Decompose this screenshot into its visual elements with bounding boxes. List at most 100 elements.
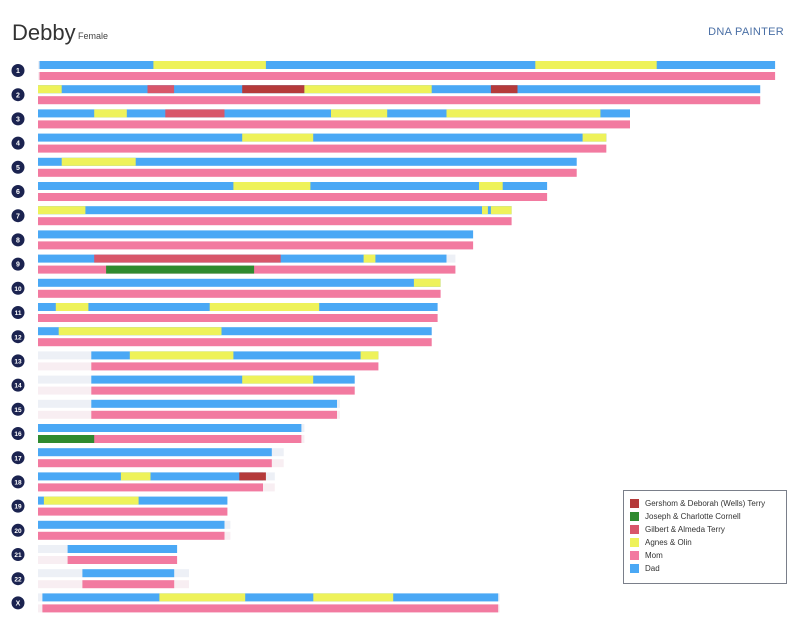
chromosome-14-label: 14 — [14, 383, 22, 390]
chromosome-18-dad-segment-1 — [120, 472, 151, 481]
chromosome-20-mom-bar — [38, 531, 225, 540]
chromosome-18-dad-segment-2 — [239, 472, 266, 481]
chromosome-8-dad-bar — [38, 230, 474, 239]
chromosome-4-badge — [11, 136, 25, 150]
chromosome-12-label: 12 — [14, 334, 22, 341]
chromosome-x-dad-bar — [42, 593, 499, 602]
chromosome-11-dad-segment-2 — [209, 303, 320, 311]
legend-item[interactable]: Gilbert & Almeda Terry — [630, 523, 786, 536]
chromosome-2-dad-segment-3 — [242, 85, 305, 94]
chromosome-2-dad-segment-1 — [38, 85, 62, 94]
chromosome-10-mom-bar — [38, 289, 441, 298]
chromosome-1-badge — [11, 64, 25, 77]
chromosome-18-mom-bar — [38, 483, 263, 492]
chromosome-9-dad-segment-1 — [94, 254, 281, 263]
chromosome-14-badge — [11, 378, 25, 392]
chromosome-2-label: 2 — [16, 92, 20, 99]
chromosome-14-dad-bar — [91, 375, 355, 384]
chromosome-21-badge — [11, 548, 25, 561]
chromosome-x-label: X — [16, 601, 21, 608]
chromosome-18-badge — [11, 475, 25, 489]
chromosome-9-dad-segment-2 — [363, 254, 376, 263]
chromosome-18-label: 18 — [14, 480, 22, 487]
chromosome-2-dad-segment-4 — [304, 85, 432, 94]
chromosome-3-dad-segment-1 — [94, 109, 127, 118]
chromosome-16-dad-bar — [38, 424, 302, 432]
chromosome-6-dad-segment-2 — [479, 182, 503, 190]
legend-swatch — [630, 564, 639, 573]
chromosome-5-badge — [11, 160, 25, 174]
chromosome-22-mom-bar — [82, 580, 175, 589]
chromosome-13-badge — [11, 354, 25, 368]
chromosome-12-dad-bar — [38, 327, 432, 336]
chromosome-11-badge — [11, 306, 25, 319]
chromosome-19-label: 19 — [14, 504, 22, 511]
chromosome-3-label: 3 — [16, 117, 20, 124]
chromosome-1-mom-bar — [39, 72, 776, 80]
chromosome-3-mom-bar — [38, 120, 630, 129]
chromosome-3-dad-segment-2 — [165, 109, 225, 118]
chromosome-21-dad-bar — [67, 545, 178, 553]
chromosome-13-label: 13 — [14, 359, 22, 366]
chromosome-20-label: 20 — [14, 528, 22, 535]
chromosome-2-badge — [11, 88, 25, 102]
chromosome-16-label: 16 — [14, 431, 22, 438]
chromosome-16-mom-segment-1 — [38, 435, 95, 443]
chromosome-8-label: 8 — [16, 238, 20, 245]
chromosome-7-dad-segment-1 — [38, 206, 86, 215]
legend-item[interactable]: Joseph & Charlotte Cornell — [630, 510, 786, 523]
chromosome-6-label: 6 — [16, 189, 20, 196]
chromosome-7-badge — [11, 209, 25, 223]
legend: Gershom & Deborah (Wells) Terry Joseph & … — [623, 490, 787, 584]
legend-item[interactable]: Mom — [630, 549, 786, 562]
chromosome-11-mom-bar — [38, 314, 438, 322]
chromosome-17-label: 17 — [14, 455, 22, 462]
chromosome-13-dad-segment-1 — [129, 351, 234, 360]
chromosome-13-dad-segment-2 — [360, 351, 379, 360]
chromosome-16-badge — [11, 427, 25, 440]
legend-label: Agnes & Olin — [645, 538, 692, 547]
profile-sex: Female — [78, 31, 109, 41]
header: Debby Female DNA PAINTER — [0, 0, 800, 50]
chromosome-10-badge — [11, 281, 25, 295]
chromosome-x-dad-segment-1 — [159, 593, 246, 602]
chromosome-4-dad-bar — [38, 133, 607, 142]
chromosome-7-dad-bar — [38, 206, 512, 215]
legend-label: Mom — [645, 551, 663, 560]
chromosome-22-badge — [11, 572, 25, 586]
chromosome-9-label: 9 — [16, 262, 20, 269]
legend-item[interactable]: Dad — [630, 562, 786, 575]
chromosome-5-dad-segment-1 — [61, 157, 136, 166]
chromosome-x-badge — [11, 596, 25, 610]
chromosome-10-label: 10 — [14, 286, 22, 293]
chromosome-12-dad-segment-1 — [58, 327, 222, 336]
chromosome-21-label: 21 — [14, 552, 22, 559]
chromosome-9-mom-segment-1 — [106, 265, 255, 274]
chromosome-21-mom-bar — [67, 556, 178, 564]
chromosome-19-badge — [11, 499, 25, 513]
chromosome-7-dad-segment-3 — [490, 206, 512, 215]
chromosome-22-label: 22 — [14, 576, 22, 583]
chromosome-11-dad-segment-1 — [55, 303, 89, 311]
chromosome-1-dad-segment-2 — [535, 61, 657, 69]
chromosome-7-mom-bar — [38, 217, 512, 226]
chromosome-15-badge — [11, 402, 25, 416]
chromosome-4-label: 4 — [16, 141, 20, 148]
chromosome-7-label: 7 — [16, 213, 20, 220]
legend-item[interactable]: Agnes & Olin — [630, 536, 786, 549]
chromosome-17-badge — [11, 451, 25, 465]
legend-swatch — [630, 551, 639, 560]
legend-swatch — [630, 512, 639, 521]
chromosome-10-dad-segment-1 — [413, 278, 441, 287]
brand-logo[interactable]: DNA PAINTER — [708, 26, 784, 38]
chromosome-1-dad-segment-1 — [153, 61, 266, 69]
legend-label: Gilbert & Almeda Terry — [645, 525, 725, 534]
chromosome-5-label: 5 — [16, 165, 20, 172]
chromosome-3-dad-segment-3 — [331, 109, 388, 118]
legend-item[interactable]: Gershom & Deborah (Wells) Terry — [630, 497, 786, 510]
chromosome-20-dad-bar — [38, 520, 225, 529]
chromosome-19-mom-bar — [38, 507, 228, 516]
chromosome-x-dad-segment-2 — [313, 593, 394, 602]
chromosome-20-badge — [11, 523, 25, 537]
